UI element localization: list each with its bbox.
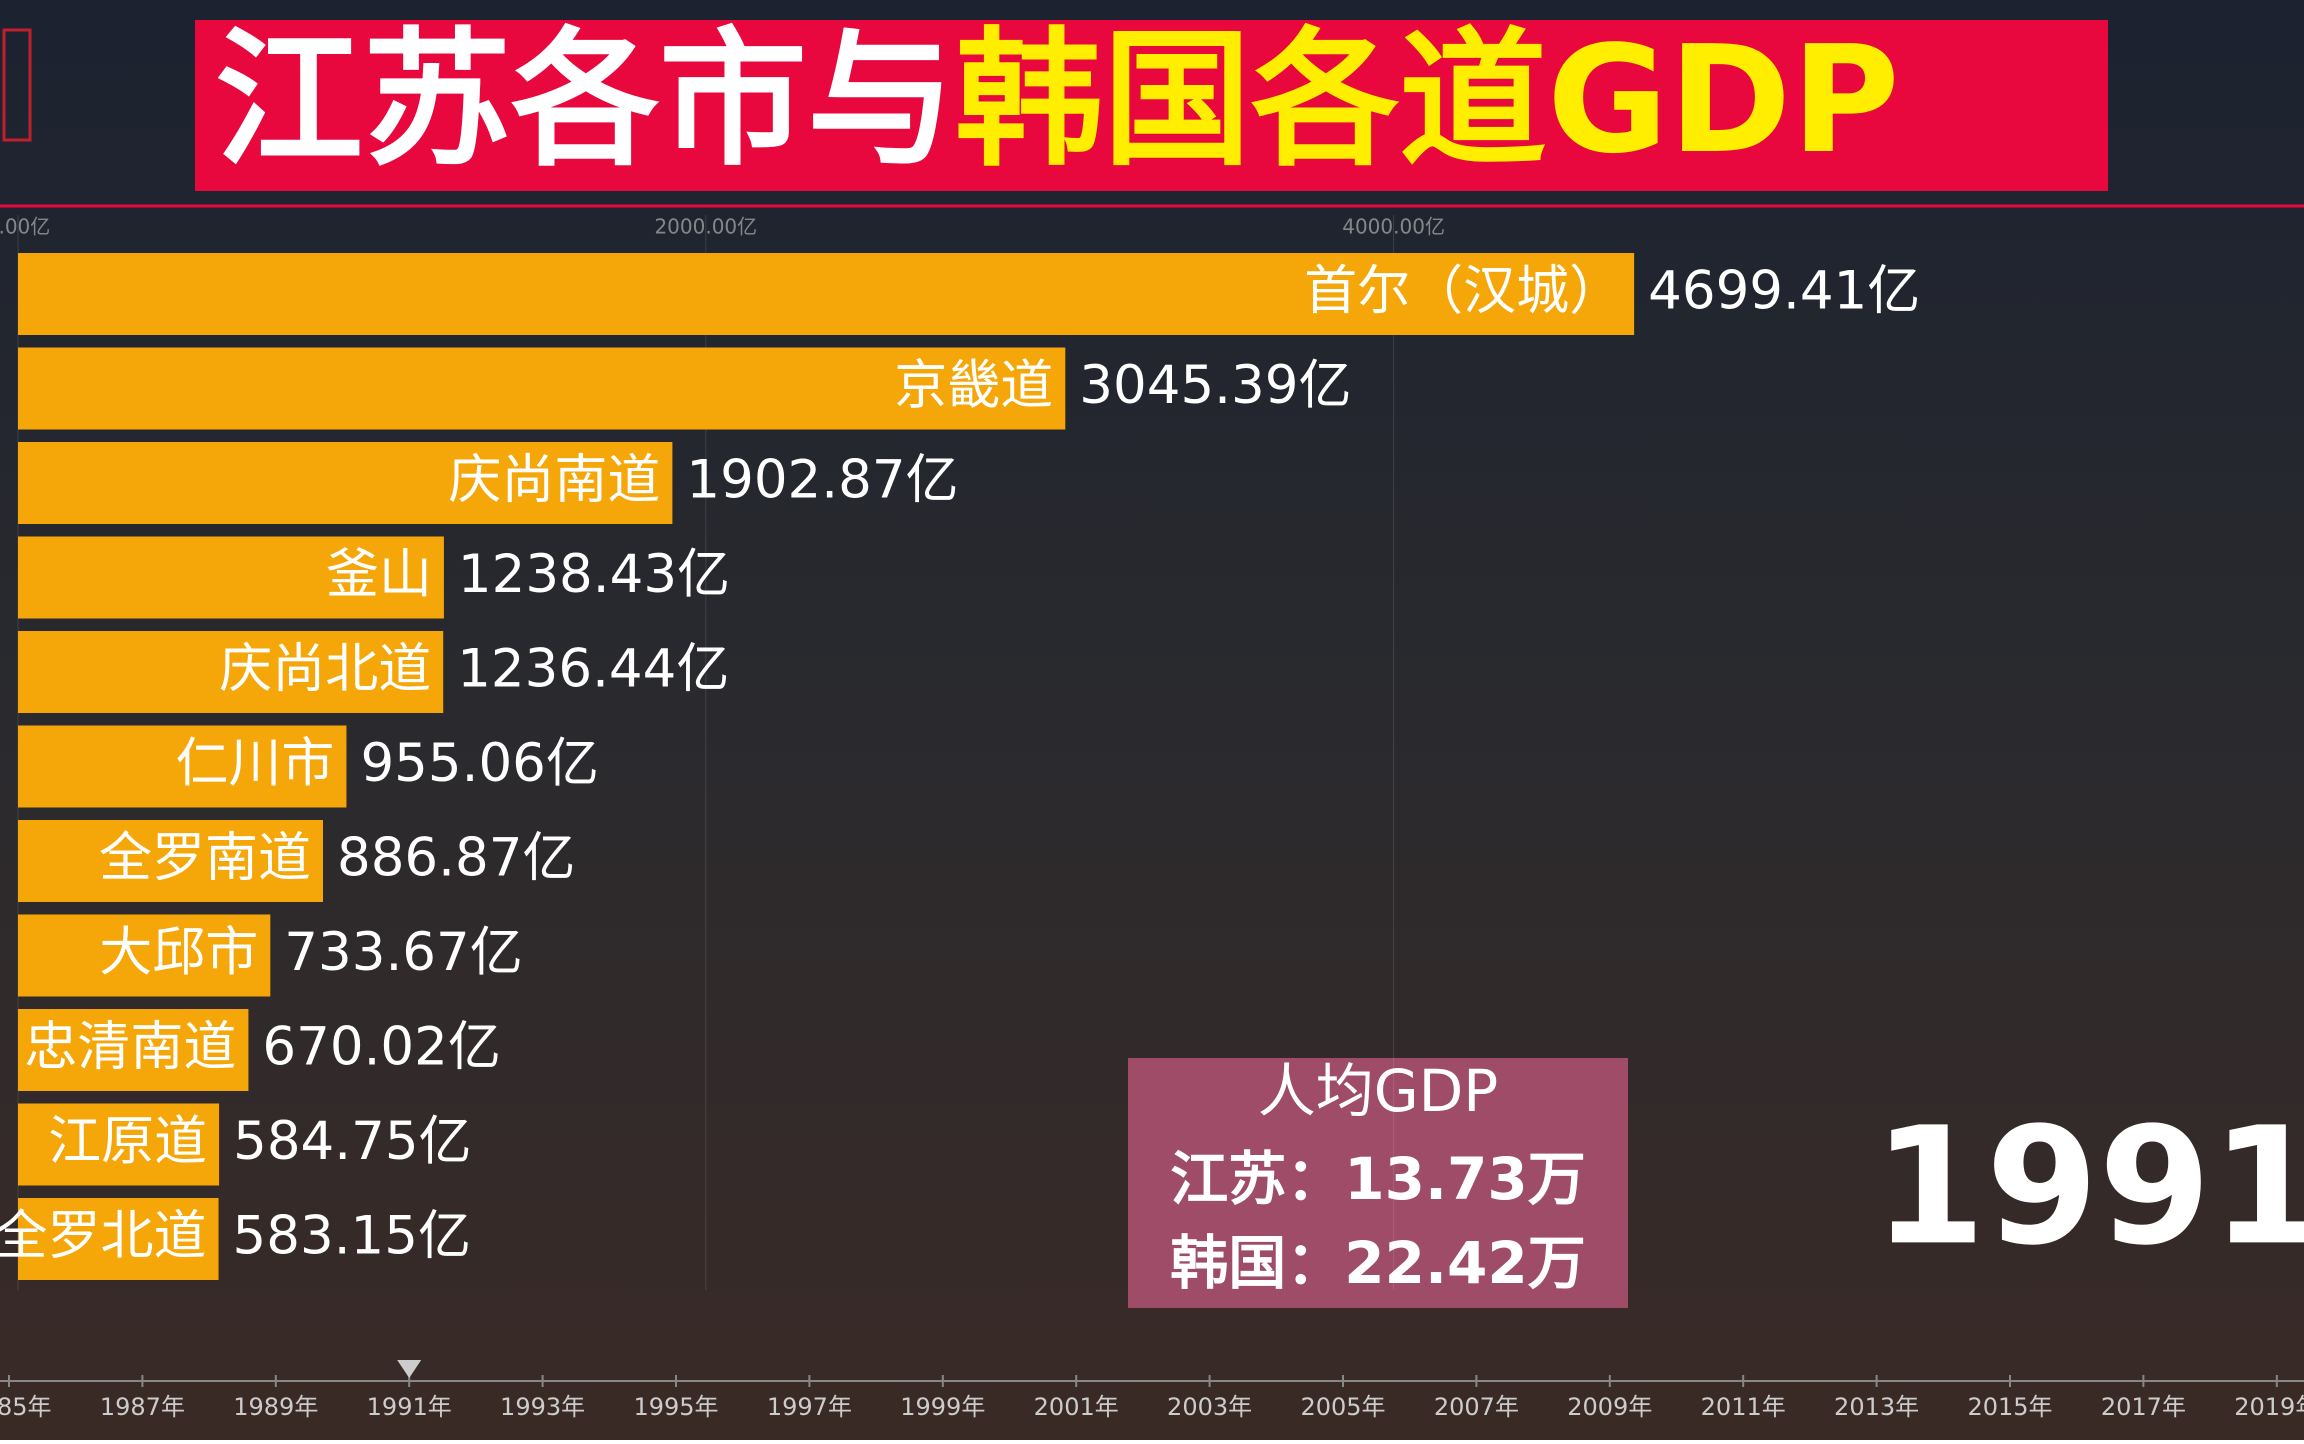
bar-label: 仁川市 (175, 733, 334, 794)
title-main: 江苏各市与 (215, 14, 955, 186)
bar (18, 1198, 219, 1280)
timeline-label: 2001年 (1034, 1393, 1119, 1421)
bar-label: 釜山 (326, 544, 432, 605)
x-tick-label: 0.00亿 (0, 215, 50, 239)
timeline-marker (397, 1360, 422, 1378)
bar-label: 庆尚北道 (219, 639, 431, 700)
bar (18, 914, 271, 997)
value-label: 670.02亿 (262, 1017, 500, 1078)
timeline-label: 2013年 (1834, 1393, 1919, 1421)
timeline-label: 2015年 (1967, 1393, 2052, 1421)
bar (18, 1009, 249, 1091)
value-label: 4699.41亿 (1648, 261, 1920, 322)
title-highlight: 韩国各道GDP (955, 14, 1900, 186)
title-box (195, 20, 2108, 191)
current-year: 1991年 (1873, 1093, 2304, 1281)
value-label: 584.75亿 (233, 1111, 471, 1172)
value-label: 955.06亿 (360, 733, 598, 794)
value-label: 733.67亿 (284, 922, 522, 983)
bar (18, 442, 673, 524)
timeline-label: 2003年 (1167, 1393, 1252, 1421)
timeline-label: 1993年 (500, 1393, 585, 1421)
timeline-label: 1997年 (767, 1393, 852, 1421)
bar (18, 725, 347, 808)
value-label: 1902.87亿 (686, 450, 958, 511)
bar-label: 大邱市 (99, 922, 258, 983)
value-label: 583.15亿 (233, 1206, 471, 1267)
timeline-label: 2005年 (1300, 1393, 1385, 1421)
seal (2, 28, 32, 142)
bar (18, 253, 1635, 335)
bar-label: 庆尚南道 (448, 450, 660, 511)
bar-label: 江原道 (48, 1111, 207, 1172)
bar-label: 全罗北道 (0, 1206, 207, 1267)
info-line: 韩国：22.42万 (1170, 1229, 1585, 1297)
info-line: 江苏：13.73万 (1170, 1145, 1585, 1213)
bar (18, 1103, 220, 1186)
timeline-label: 1987年 (100, 1393, 185, 1421)
timeline-label: 1999年 (900, 1393, 985, 1421)
timeline-label: 1991年 (367, 1393, 452, 1421)
value-label: 1238.43亿 (458, 544, 730, 605)
x-tick-label: 4000.00亿 (1342, 215, 1445, 239)
timeline-label: 1995年 (633, 1393, 718, 1421)
bar-label: 忠清南道 (24, 1017, 236, 1078)
value-label: 3045.39亿 (1079, 355, 1351, 416)
info-title: 人均GDP (1258, 1057, 1499, 1125)
bar (18, 631, 444, 713)
bar (18, 820, 323, 902)
timeline-label: 2009年 (1567, 1393, 1652, 1421)
x-tick-label: 2000.00亿 (654, 215, 757, 239)
info-box (1128, 1058, 1628, 1308)
timeline-label: 2011年 (1701, 1393, 1786, 1421)
value-label: 1236.44亿 (457, 639, 729, 700)
bar-label: 首尔（汉城） (1304, 261, 1622, 322)
chart-title: 江苏各市与韩国各道GDP (215, 14, 1900, 186)
timeline-label: 2017年 (2101, 1393, 2186, 1421)
timeline-label: 1989年 (233, 1393, 318, 1421)
bar-label: 京畿道 (894, 355, 1053, 416)
timeline-label: 2019年 (2234, 1393, 2304, 1421)
timeline-label: 2007年 (1434, 1393, 1519, 1421)
timeline-label: 1985年 (0, 1393, 52, 1421)
bar (18, 536, 444, 619)
value-label: 886.87亿 (337, 828, 575, 889)
bar (18, 347, 1066, 430)
bar-label: 全罗南道 (99, 828, 311, 889)
